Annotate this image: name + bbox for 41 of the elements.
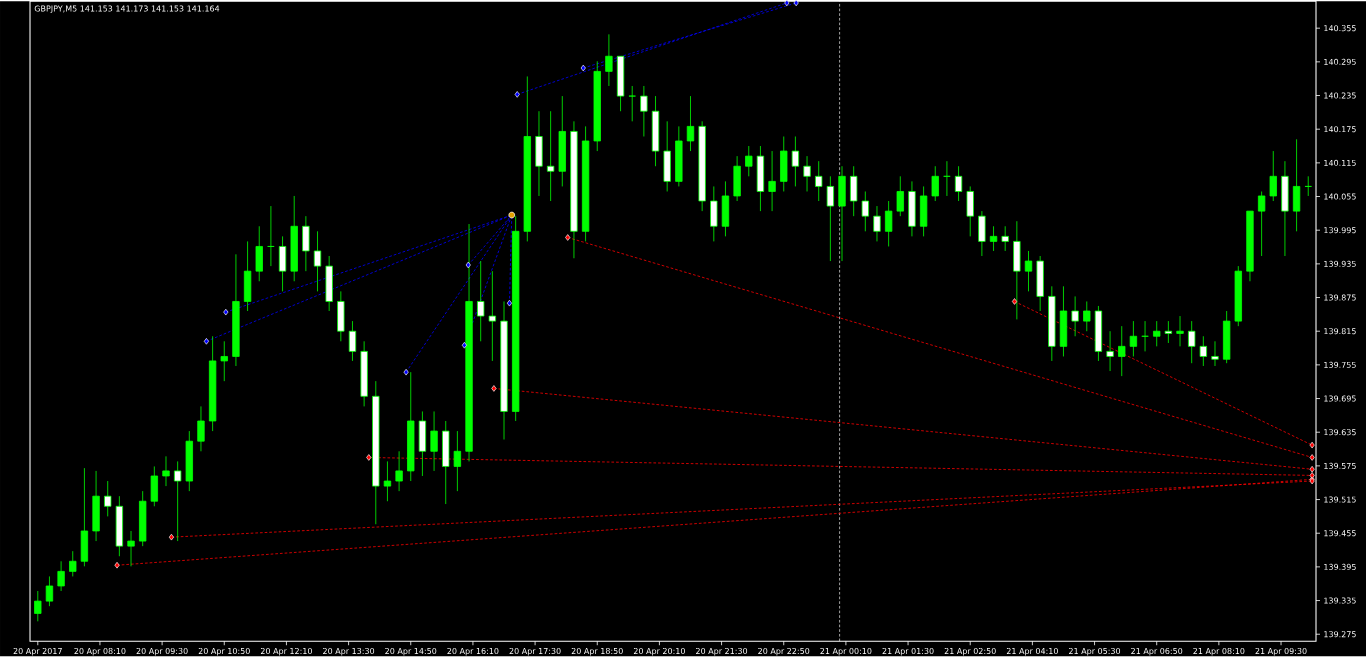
x-tick-label: 21 Apr 00:10 xyxy=(820,647,872,656)
y-tick-label: 140.235 xyxy=(1324,92,1356,99)
y-tick-label: 139.335 xyxy=(1324,597,1356,604)
x-tick-label: 21 Apr 02:50 xyxy=(944,647,996,656)
y-tick-label: 139.635 xyxy=(1324,429,1356,436)
x-tick-label: 20 Apr 09:30 xyxy=(136,647,188,656)
x-tick-label: 20 Apr 12:10 xyxy=(260,647,312,656)
x-tick-label: 21 Apr 09:30 xyxy=(1255,647,1307,656)
x-tick-label: 20 Apr 20:10 xyxy=(633,647,685,656)
y-tick-label: 139.815 xyxy=(1324,328,1356,335)
y-tick-label: 139.515 xyxy=(1324,496,1356,503)
x-tick-label: 20 Apr 17:30 xyxy=(509,647,561,656)
text: GBPJPY,M5 141.153 141.173 141.153 141.164 xyxy=(34,5,220,14)
y-tick-label: 140.295 xyxy=(1324,58,1356,65)
x-tick-label: 21 Apr 04:10 xyxy=(1006,647,1058,656)
y-tick-label: 139.455 xyxy=(1324,530,1356,537)
x-tick-label: 20 Apr 08:10 xyxy=(74,647,126,656)
y-tick-label: 139.695 xyxy=(1324,395,1356,402)
y-tick-label: 139.575 xyxy=(1324,462,1356,469)
y-tick-label: 140.355 xyxy=(1324,25,1356,32)
x-tick-label: 20 Apr 16:10 xyxy=(447,647,499,656)
x-tick-label: 20 Apr 18:50 xyxy=(571,647,623,656)
y-tick-label: 139.275 xyxy=(1324,631,1356,638)
y-tick-label: 139.935 xyxy=(1324,260,1356,267)
x-tick-label: 20 Apr 21:30 xyxy=(696,647,748,656)
x-tick-label: 21 Apr 01:30 xyxy=(882,647,934,656)
y-tick-label: 140.175 xyxy=(1324,126,1356,133)
x-tick-label: 20 Apr 13:30 xyxy=(323,647,375,656)
y-tick-label: 139.755 xyxy=(1324,361,1356,368)
x-tick-label: 21 Apr 06:50 xyxy=(1131,647,1183,656)
y-tick-label: 139.875 xyxy=(1324,294,1356,301)
x-tick-label: 21 Apr 08:10 xyxy=(1193,647,1245,656)
x-tick-label: 20 Apr 22:50 xyxy=(758,647,810,656)
y-tick-label: 140.115 xyxy=(1324,159,1356,166)
x-tick-label: 20 Apr 2017 xyxy=(13,647,62,656)
x-tick-label: 20 Apr 14:50 xyxy=(385,647,437,656)
y-tick-label: 139.995 xyxy=(1324,227,1356,234)
y-tick-label: 140.055 xyxy=(1324,193,1356,200)
x-tick-label: 21 Apr 05:30 xyxy=(1069,647,1121,656)
y-tick-label: 139.395 xyxy=(1324,563,1356,570)
x-tick-label: 20 Apr 10:50 xyxy=(198,647,250,656)
